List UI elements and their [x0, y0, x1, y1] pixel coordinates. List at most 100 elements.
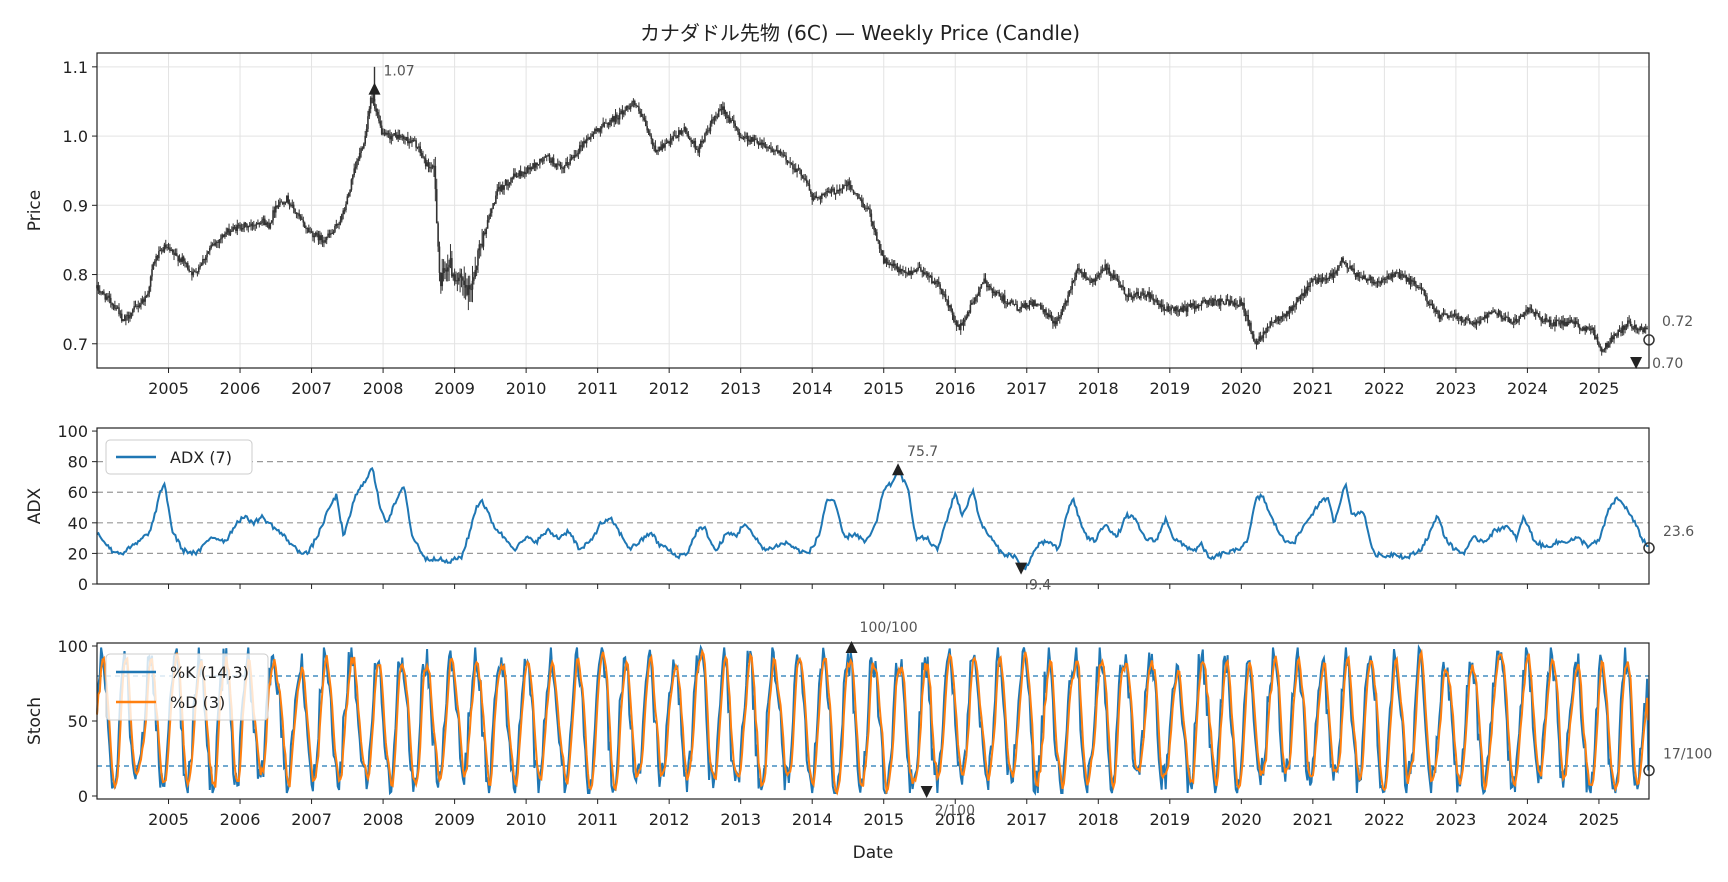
- candle-body: [600, 126, 603, 129]
- candle-body: [1501, 318, 1504, 319]
- candle-body: [1080, 271, 1083, 274]
- candle-body: [739, 137, 742, 138]
- candle-body: [1261, 338, 1263, 340]
- candle-body: [1494, 311, 1497, 314]
- candle-body: [430, 167, 433, 169]
- candle-body: [120, 313, 123, 322]
- candle-body: [702, 141, 705, 143]
- candle-body: [1336, 268, 1339, 271]
- candle-body: [118, 307, 120, 315]
- candle-body: [1632, 328, 1635, 330]
- candle-body: [1248, 322, 1251, 326]
- candle-body: [748, 139, 750, 142]
- candle-body: [552, 158, 555, 165]
- candle-body: [1010, 300, 1013, 302]
- candle-body: [1039, 304, 1042, 306]
- x-tick-label: 2007: [291, 379, 332, 398]
- candle-body: [170, 249, 173, 251]
- candle-body: [790, 163, 793, 165]
- candle-body: [353, 168, 355, 176]
- candle-body: [1262, 331, 1265, 339]
- candle-body: [727, 116, 730, 118]
- candle-body: [199, 265, 201, 268]
- candle-body: [677, 130, 680, 138]
- candle-body: [467, 285, 470, 295]
- candle-body: [1147, 292, 1149, 296]
- candle-body: [1233, 302, 1236, 306]
- candle-body: [598, 128, 600, 132]
- candle-body: [1122, 285, 1124, 288]
- candle-body: [922, 272, 925, 275]
- candle-body: [169, 247, 171, 251]
- candle-body: [442, 268, 445, 273]
- candle-body: [1067, 295, 1069, 303]
- candle-body: [1625, 325, 1628, 327]
- candle-body: [327, 233, 329, 238]
- candle-body: [1551, 325, 1553, 327]
- candle-body: [834, 193, 837, 195]
- candlestick-series: [96, 66, 1648, 356]
- candle-body: [992, 291, 995, 293]
- candle-body: [1470, 322, 1472, 325]
- candle-body: [991, 288, 994, 293]
- candle-body: [854, 192, 856, 194]
- candle-body: [1252, 334, 1255, 341]
- candle-body: [822, 194, 825, 196]
- candle-body: [1603, 349, 1606, 351]
- candle-body: [1497, 310, 1500, 316]
- candle-body: [825, 191, 827, 195]
- candle-body: [1525, 309, 1527, 313]
- candle-body: [511, 178, 514, 179]
- candle-body: [471, 280, 474, 290]
- min-marker: [1015, 562, 1028, 575]
- candle-body: [1492, 311, 1494, 313]
- candle-body: [1408, 278, 1410, 285]
- candle-body: [595, 129, 598, 131]
- candle-body: [408, 141, 411, 144]
- candle-body: [1283, 314, 1285, 317]
- candle-body: [196, 272, 199, 273]
- candle-body: [1472, 322, 1475, 325]
- candle-body: [1167, 306, 1170, 312]
- candle-body: [441, 272, 444, 287]
- candle-body: [965, 316, 968, 320]
- candle-body: [836, 189, 838, 194]
- candle-body: [204, 257, 207, 261]
- candle-body: [1378, 281, 1380, 282]
- candle-body: [1202, 300, 1204, 304]
- candle-body: [584, 141, 587, 144]
- candle-body: [640, 113, 643, 117]
- candle-body: [1499, 310, 1501, 315]
- candle-body: [969, 304, 972, 313]
- candle-body: [379, 121, 382, 126]
- candle-body: [1644, 327, 1647, 330]
- candle-body: [523, 171, 526, 175]
- candle-body: [431, 165, 434, 168]
- candle-body: [970, 302, 973, 305]
- candle-body: [343, 210, 346, 211]
- candle-body: [497, 186, 500, 190]
- candle-body: [1507, 317, 1509, 322]
- x-tick-label: 2017: [1006, 810, 1047, 829]
- candle-body: [435, 189, 438, 224]
- candle-body: [1016, 304, 1018, 311]
- candle-body: [1372, 282, 1375, 284]
- candle-body: [1351, 268, 1354, 270]
- candle-body: [731, 120, 734, 121]
- candle-body: [1041, 305, 1043, 310]
- candle-body: [321, 240, 324, 243]
- last-value-marker: [1643, 764, 1655, 777]
- candle-body: [473, 277, 475, 281]
- candle-body: [1318, 278, 1321, 280]
- candle-body: [1225, 299, 1228, 305]
- candle-body: [856, 193, 859, 195]
- candle-body: [1512, 320, 1515, 323]
- price-panel: 0.7 0.8 0.9 1.0 1.1 2005 2006 2007 2008 2009 2010 2…: [25, 52, 1693, 398]
- candle-body: [192, 271, 195, 276]
- plot-frame: [96, 642, 1650, 800]
- candle-body: [419, 146, 422, 153]
- candle-body: [1028, 300, 1031, 306]
- candle-body: [1456, 316, 1459, 319]
- candle-body: [1563, 321, 1566, 326]
- candle-body: [653, 145, 655, 147]
